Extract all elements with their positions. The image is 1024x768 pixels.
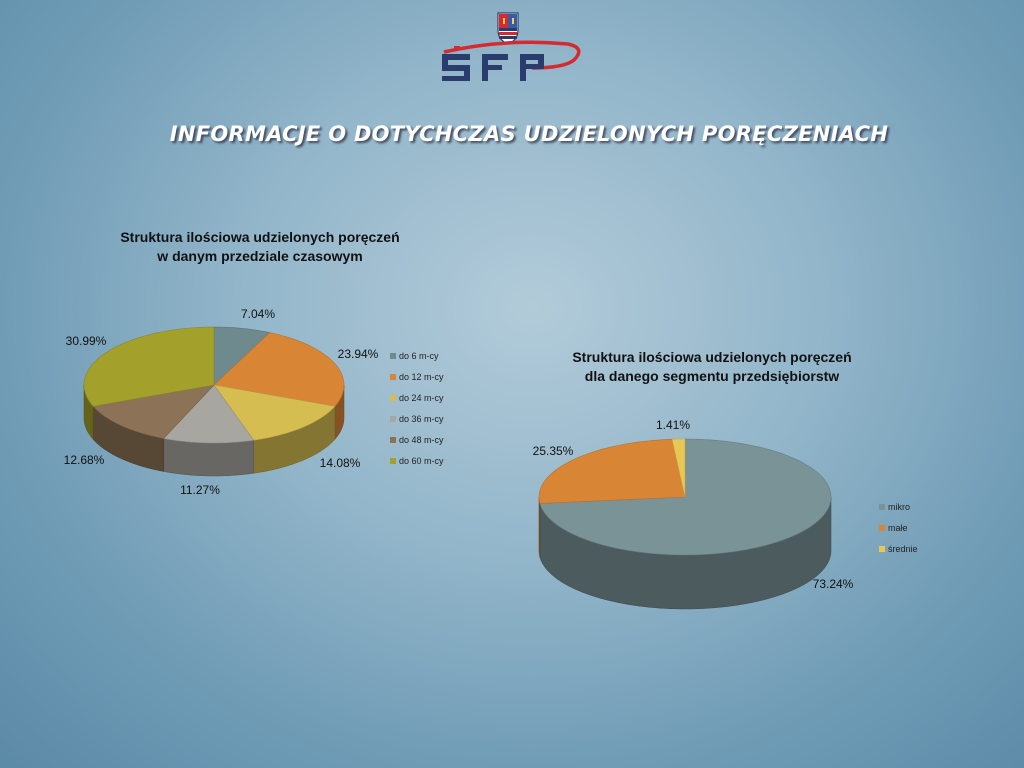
sfp-logo bbox=[436, 10, 586, 86]
pie-data-label: 23.94% bbox=[338, 347, 379, 361]
legend-label: mikro bbox=[888, 501, 910, 512]
chart2-title: Struktura ilościowa udzielonych poręczeń… bbox=[572, 349, 852, 384]
legend-item: do 48 m-cy bbox=[390, 429, 444, 450]
legend-item: średnie bbox=[879, 538, 918, 559]
legend-item: mikro bbox=[879, 496, 918, 517]
pie-slice bbox=[163, 384, 255, 444]
legend-label: do 6 m-cy bbox=[399, 350, 439, 361]
pie-data-label: 7.04% bbox=[241, 307, 275, 321]
legend-item: do 12 m-cy bbox=[390, 366, 444, 387]
legend-item: do 60 m-cy bbox=[390, 450, 444, 471]
legend-swatch bbox=[879, 503, 885, 510]
pie-data-label: 14.08% bbox=[320, 456, 361, 470]
pie-slice bbox=[213, 384, 336, 441]
chart1-pie: 7.04% 23.94% 14.08% 11.27% 12.68% 30.99% bbox=[64, 307, 379, 497]
pie-data-label: 73.24% bbox=[813, 577, 854, 591]
legend-label: do 12 m-cy bbox=[399, 371, 444, 382]
legend-label: małe bbox=[888, 522, 908, 533]
pie-slice bbox=[83, 326, 215, 407]
pie-slice bbox=[538, 438, 686, 504]
pie-data-label: 1.41% bbox=[656, 418, 690, 432]
pie-slice bbox=[539, 438, 832, 556]
pie-data-label: 30.99% bbox=[66, 334, 107, 348]
legend-swatch bbox=[390, 457, 396, 464]
legend-swatch bbox=[390, 352, 396, 359]
legend-label: do 48 m-cy bbox=[399, 434, 444, 445]
legend-label: do 24 m-cy bbox=[399, 392, 444, 403]
legend-swatch bbox=[879, 524, 885, 531]
legend-label: do 36 m-cy bbox=[399, 413, 444, 424]
legend-label: średnie bbox=[888, 543, 918, 554]
legend-item: do 36 m-cy bbox=[390, 408, 444, 429]
pie-slice-side bbox=[538, 497, 541, 558]
legend-label: do 60 m-cy bbox=[399, 455, 444, 466]
pie-slice-side bbox=[163, 438, 254, 477]
legend-item: do 24 m-cy bbox=[390, 387, 444, 408]
pie-slice bbox=[213, 326, 271, 386]
legend-swatch bbox=[390, 373, 396, 380]
pie-slice bbox=[671, 438, 686, 498]
legend-swatch bbox=[879, 545, 885, 552]
pie-slice bbox=[213, 332, 345, 407]
legend-item: do 6 m-cy bbox=[390, 345, 444, 366]
legend-item: małe bbox=[879, 517, 918, 538]
pie-data-label: 25.35% bbox=[533, 444, 574, 458]
legend-swatch bbox=[390, 436, 396, 443]
chart2-pie: 73.24% 25.35% 1.41% bbox=[533, 418, 854, 610]
legend-swatch bbox=[390, 394, 396, 401]
chart1-legend: do 6 m-cy do 12 m-cy do 24 m-cy do 36 m-cy d… bbox=[390, 345, 444, 471]
legend-swatch bbox=[390, 415, 396, 422]
pie-slice bbox=[92, 384, 215, 439]
pie-data-label: 11.27% bbox=[180, 483, 220, 497]
page-title: INFORMACJE O DOTYCHCZAS UDZIELONYCH PORĘ… bbox=[169, 122, 889, 146]
chart2-legend: mikro małe średnie bbox=[879, 496, 918, 559]
chart1-title: Struktura ilościowa udzielonych poręczeń… bbox=[120, 229, 400, 264]
pie-data-label: 12.68% bbox=[64, 453, 105, 467]
